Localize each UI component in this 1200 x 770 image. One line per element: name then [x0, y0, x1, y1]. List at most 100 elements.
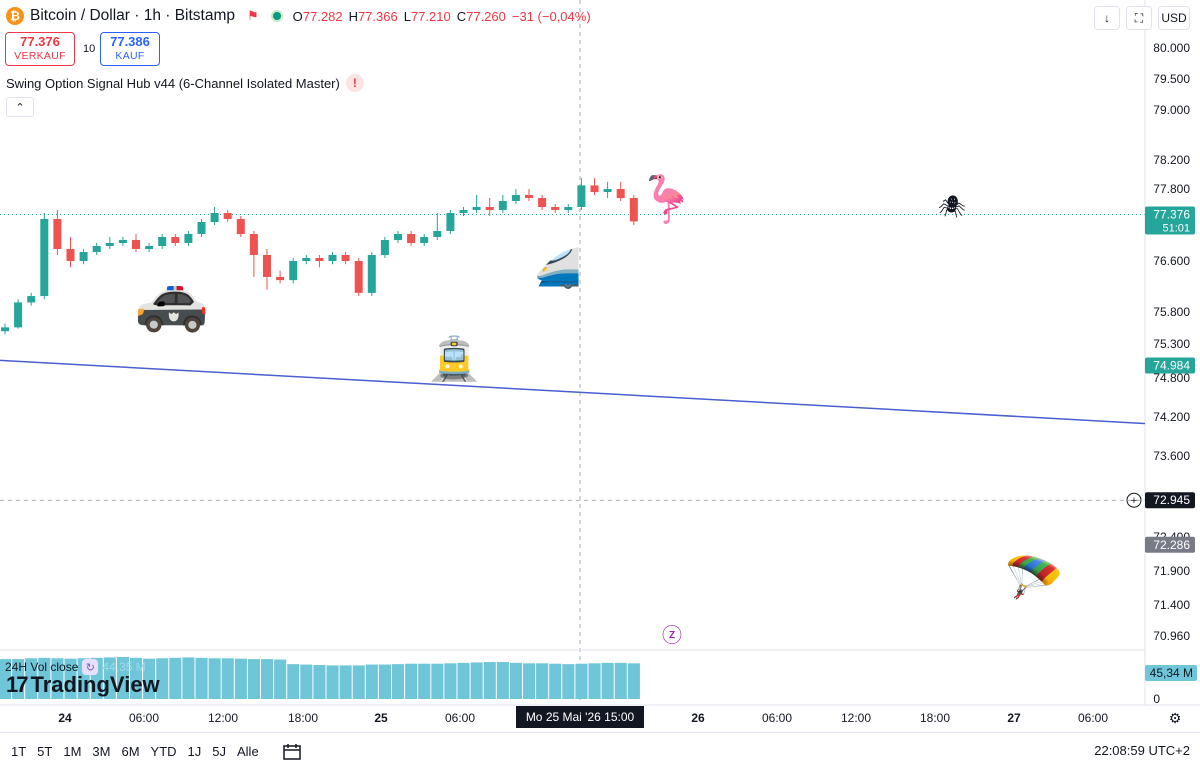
volume-bar: [103, 657, 116, 699]
price-label-box: [1145, 492, 1195, 509]
candle-body: [53, 219, 62, 249]
candle-body: [171, 237, 180, 243]
volume-bar: [116, 657, 129, 699]
time-tick-label: 06:00: [129, 711, 159, 725]
ohlc-values: O77.282 H77.366 L77.210 C77.260 −31 (−0,…: [292, 8, 591, 24]
volume-bar: [313, 664, 326, 699]
clock[interactable]: 22:08:59 UTC+2: [1094, 743, 1190, 758]
candle-body: [485, 207, 494, 210]
buy-button[interactable]: 77.386 KAUF: [100, 32, 160, 66]
candle-body: [14, 302, 23, 328]
volume-bar: [25, 658, 38, 699]
spider-icon: 🕷: [938, 194, 966, 219]
time-tick-label: 06:00: [1078, 711, 1108, 725]
candle-body: [498, 201, 507, 210]
volume-bar: [496, 662, 509, 699]
volume-bar: [444, 663, 457, 699]
range-6M[interactable]: 6M: [121, 744, 140, 759]
time-tick-label: 12:00: [208, 711, 238, 725]
currency-button[interactable]: USD: [1158, 6, 1190, 30]
indicator-name[interactable]: Swing Option Signal Hub v44 (6-Channel I…: [6, 75, 340, 91]
candle-body: [184, 234, 193, 243]
candle-body: [328, 255, 337, 261]
price-label-text: 72.286: [1153, 538, 1190, 552]
candle-body: [577, 185, 586, 207]
refresh-icon[interactable]: ↻: [82, 659, 99, 675]
tradingview-logo[interactable]: 17 TradingView: [6, 672, 160, 697]
volume-bar: [614, 662, 627, 699]
volume-zero-label: 0: [1153, 692, 1160, 706]
price-tick-label: 74.800: [1153, 371, 1190, 385]
volume-bar: [195, 657, 208, 699]
volume-bar: [208, 658, 221, 699]
candle-body: [145, 246, 154, 249]
volume-bar: [287, 664, 300, 699]
volume-bar: [300, 664, 313, 699]
time-tick-label: 24: [58, 711, 72, 725]
range-1M[interactable]: 1M: [63, 744, 82, 759]
price-label-text: 77.376: [1153, 207, 1190, 221]
sell-button[interactable]: 77.376 VERKAUF: [5, 32, 75, 66]
volume-bar: [38, 657, 51, 699]
download-icon[interactable]: ↓: [1094, 6, 1120, 30]
candle-body: [276, 276, 285, 281]
volume-bar: [0, 659, 12, 699]
candle-body: [341, 255, 350, 261]
volume-bar: [247, 659, 260, 699]
candle-body: [197, 222, 206, 234]
volume-bar: [483, 662, 496, 699]
flag-icon[interactable]: ⚑: [247, 8, 259, 23]
volume-bar: [392, 664, 405, 699]
price-axis[interactable]: 80.000 79.500 79.000 78.200 77.800 76.600 75.8…: [1126, 41, 1197, 727]
price-tick-label: 71.900: [1153, 564, 1190, 578]
range-YTD[interactable]: YTD: [150, 744, 177, 759]
trendline[interactable]: [0, 359, 1146, 425]
time-tick-label: 18:00: [920, 711, 950, 725]
indicator-legend[interactable]: Swing Option Signal Hub v44 (6-Channel I…: [6, 74, 364, 92]
candle-body: [564, 207, 573, 210]
candle-body: [210, 213, 219, 222]
time-axis[interactable]: 24 06:00 12:00 18:00 25 06:00 26 06:00 12:00 18:0…: [58, 711, 1108, 725]
warning-icon[interactable]: !: [345, 74, 364, 92]
candle-body: [302, 258, 311, 261]
candle-body: [420, 237, 429, 243]
parachute-icon: 🪂: [1004, 553, 1064, 606]
volume-legend[interactable]: 24H Vol close ↻ 44,35 M: [5, 659, 146, 675]
candle-body: [263, 255, 271, 277]
chevron-up-icon[interactable]: ⌃: [6, 97, 34, 117]
range-5T[interactable]: 5T: [37, 744, 53, 759]
symbol-title[interactable]: Bitcoin / Dollar · 1h · Bitstamp: [30, 7, 236, 24]
add-alert-icon: [1126, 492, 1142, 508]
volume-label-box: [1145, 665, 1197, 681]
lightning-icon[interactable]: ⓩ: [662, 625, 682, 647]
volume-bar: [169, 657, 182, 699]
price-tick-label: 73.600: [1153, 449, 1190, 463]
price-label-text: 72.945: [1153, 493, 1190, 507]
candle-body: [446, 213, 455, 231]
candle-body: [538, 198, 547, 207]
range-alle[interactable]: Alle: [237, 744, 259, 759]
fullscreen-icon[interactable]: ⛶: [1126, 6, 1152, 30]
train-icon: 🚄: [534, 248, 582, 290]
volume-bar: [261, 659, 274, 699]
time-tick-label: 12:00: [841, 711, 871, 725]
price-label-text: 74.984: [1153, 358, 1190, 372]
candle-body: [289, 261, 298, 281]
volume-bar: [156, 658, 169, 699]
time-tick-label: 25: [374, 711, 388, 725]
volume-bar: [627, 663, 640, 699]
candle-body: [92, 246, 101, 252]
range-1J[interactable]: 1J: [187, 744, 202, 759]
candle-body: [551, 207, 560, 210]
police-car-icon: 🚓: [134, 266, 209, 333]
range-3M[interactable]: 3M: [92, 744, 111, 759]
market-status-icon[interactable]: [270, 10, 283, 22]
range-1T[interactable]: 1T: [11, 744, 27, 759]
calendar-icon[interactable]: [282, 743, 301, 760]
candle-body: [132, 240, 140, 249]
range-5J[interactable]: 5J: [212, 744, 226, 759]
time-tick-label: 06:00: [445, 711, 475, 725]
candle-body: [79, 252, 88, 261]
candle-body: [249, 234, 258, 255]
